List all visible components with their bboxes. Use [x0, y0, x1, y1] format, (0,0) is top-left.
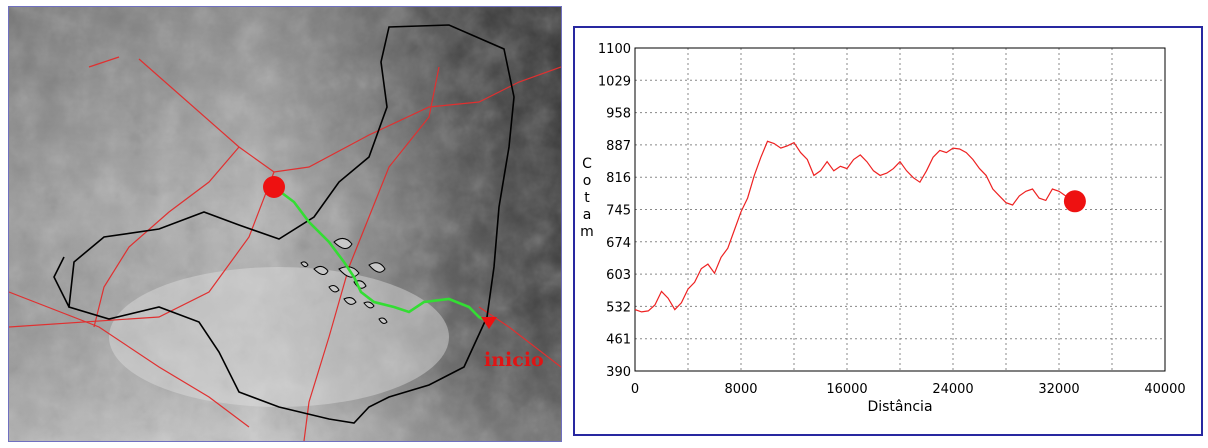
road-network: [9, 56, 561, 441]
terrain-map: inicio: [8, 6, 562, 442]
x-tick-label: 16000: [826, 382, 867, 397]
y-tick-label: 603: [606, 268, 631, 283]
x-tick-label: 40000: [1144, 382, 1185, 397]
y-axis-ticks: 390 461 532 603 674 745 816 887 958 1029 1100: [598, 42, 631, 380]
x-tick-label: 8000: [724, 382, 757, 397]
chart-grid: [634, 47, 1166, 372]
map-canvas: [9, 7, 561, 441]
basin-boundary: [53, 24, 515, 424]
elevation-profile-chart: 390 461 532 603 674 745 816 887 958 1029 1100 0 800…: [573, 26, 1203, 436]
y-tick-label: 532: [606, 300, 631, 315]
y-tick-label: 887: [606, 139, 631, 154]
y-tick-label: 816: [606, 171, 631, 186]
x-tick-label: 0: [631, 382, 639, 397]
x-axis-title: Distância: [867, 399, 932, 415]
profile-route: [273, 185, 488, 323]
x-tick-label: 24000: [932, 382, 973, 397]
y-tick-label: 461: [606, 333, 631, 348]
y-tick-label: 674: [606, 236, 631, 251]
y-tick-label: 1029: [598, 74, 631, 89]
route-end-marker: [263, 176, 285, 198]
x-tick-label: 32000: [1038, 382, 1079, 397]
reservoir-outlines: [300, 238, 388, 324]
chart-canvas: 390 461 532 603 674 745 816 887 958 1029 1100 0 800…: [580, 42, 1186, 415]
plot-area: [634, 47, 1166, 372]
y-tick-label: 958: [606, 107, 631, 122]
terrain-texture: [9, 7, 561, 441]
elevation-profile-line: [634, 140, 1066, 313]
y-tick-label: 390: [606, 365, 631, 380]
x-axis-ticks: 0 8000 16000 24000 32000 40000: [631, 382, 1186, 397]
route-start-marker: [481, 317, 497, 329]
profile-end-marker: [1063, 190, 1086, 213]
y-tick-label: 745: [606, 204, 631, 219]
y-tick-label: 1100: [598, 42, 631, 57]
start-label: inicio: [484, 349, 544, 371]
